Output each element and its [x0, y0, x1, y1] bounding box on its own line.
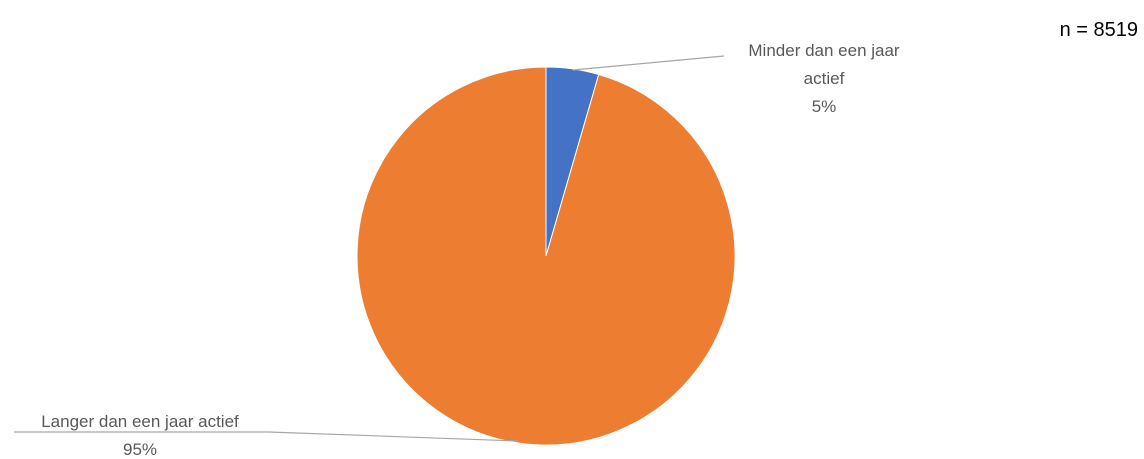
pie-slice-1 — [356, 66, 736, 446]
slice-percent-langer: 95% — [123, 440, 157, 459]
pie-slices — [356, 66, 736, 446]
leader-line-langer — [14, 431, 519, 442]
leader-line-minder — [572, 55, 725, 71]
slice-label-minder-line-2: actief — [804, 69, 845, 88]
slice-label-langer: Langer dan een jaar actief — [41, 412, 239, 431]
sample-size-label: n = 8519 — [1060, 19, 1138, 41]
slice-percent-minder: 5% — [812, 97, 837, 116]
slice-label-minder-line-1: Minder dan een jaar — [748, 41, 900, 60]
